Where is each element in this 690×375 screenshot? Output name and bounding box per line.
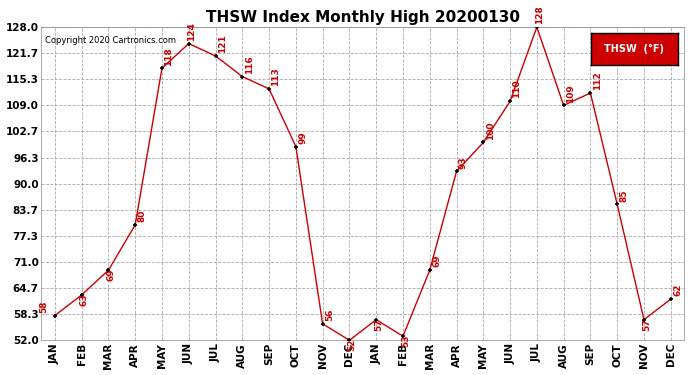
Point xyxy=(157,65,168,71)
Point xyxy=(317,321,328,327)
Text: Copyright 2020 Cartronics.com: Copyright 2020 Cartronics.com xyxy=(45,36,176,45)
Text: 118: 118 xyxy=(164,47,173,66)
Point xyxy=(585,90,596,96)
Text: 62: 62 xyxy=(673,284,682,296)
Text: 112: 112 xyxy=(593,72,602,90)
Point xyxy=(130,222,141,228)
Text: 52: 52 xyxy=(348,339,357,351)
Point xyxy=(371,316,382,322)
Text: 63: 63 xyxy=(80,294,89,306)
Text: 53: 53 xyxy=(402,335,411,347)
Point xyxy=(264,86,275,92)
Text: 99: 99 xyxy=(298,131,307,144)
Text: 57: 57 xyxy=(642,318,651,331)
Point xyxy=(344,337,355,343)
Text: 93: 93 xyxy=(459,156,468,168)
Text: 116: 116 xyxy=(245,55,254,74)
Text: 69: 69 xyxy=(432,255,441,267)
Point xyxy=(49,313,60,319)
Text: 113: 113 xyxy=(272,68,281,86)
Text: 124: 124 xyxy=(187,22,196,41)
Point xyxy=(424,267,435,273)
Text: 100: 100 xyxy=(486,121,495,140)
Point xyxy=(290,144,302,150)
Title: THSW Index Monthly High 20200130: THSW Index Monthly High 20200130 xyxy=(206,9,520,24)
Point xyxy=(611,201,622,207)
Point xyxy=(397,333,408,339)
Text: 57: 57 xyxy=(375,318,384,331)
Point xyxy=(477,140,489,146)
Text: 121: 121 xyxy=(218,34,227,53)
Point xyxy=(504,98,515,104)
Text: 80: 80 xyxy=(137,210,147,222)
Point xyxy=(558,102,569,108)
Point xyxy=(210,53,221,59)
Text: 128: 128 xyxy=(535,6,544,24)
Point xyxy=(451,168,462,174)
Point xyxy=(531,24,542,30)
Point xyxy=(103,267,114,273)
Point xyxy=(76,292,87,298)
Point xyxy=(184,40,195,46)
Point xyxy=(638,316,649,322)
Point xyxy=(237,74,248,80)
Text: 69: 69 xyxy=(107,269,116,281)
Text: 109: 109 xyxy=(566,84,575,103)
Text: 85: 85 xyxy=(620,189,629,201)
Text: 58: 58 xyxy=(39,300,48,313)
Point xyxy=(665,296,676,302)
Text: 110: 110 xyxy=(513,80,522,99)
Text: 56: 56 xyxy=(325,309,334,321)
